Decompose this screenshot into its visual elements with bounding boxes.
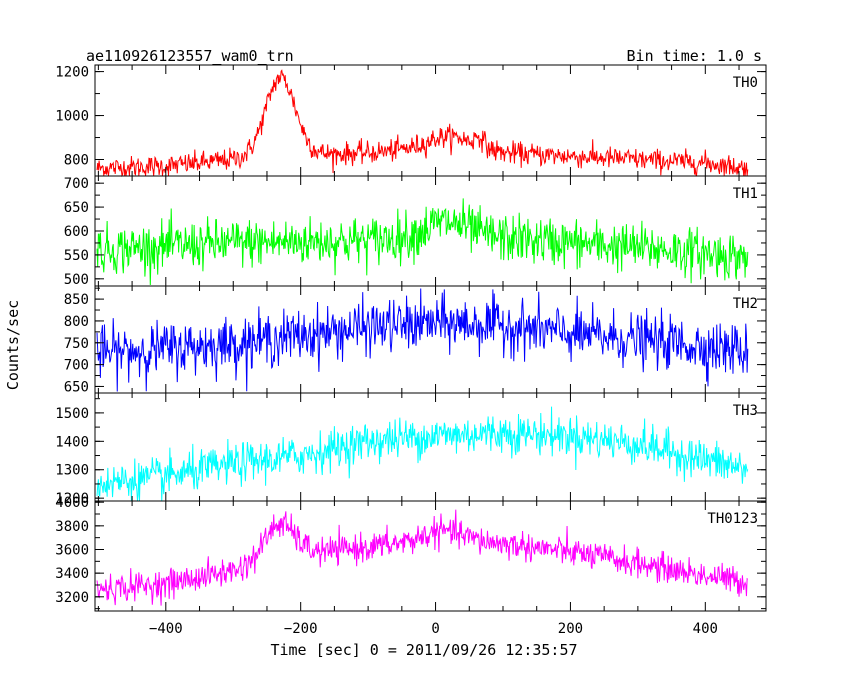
y-axis-label: Counts/sec: [4, 300, 22, 390]
y-tick-label: 850: [64, 292, 89, 308]
series-line-th3: [96, 406, 749, 501]
panel-name-th0: TH0: [733, 75, 758, 91]
y-tick-label: 650: [64, 200, 89, 216]
x-tick-label: 0: [431, 621, 439, 637]
y-tick-label: 3400: [55, 566, 89, 582]
y-tick-label: 3200: [55, 590, 89, 606]
panel-th0: 800 1000 1200 TH0: [55, 64, 767, 178]
series-line-th1: [96, 198, 749, 286]
y-tick-label: 1200: [55, 491, 89, 507]
y-tick-label: 650: [64, 379, 89, 395]
panel-frame: [94, 285, 767, 394]
x-axis: −400 −200 0 200 400: [149, 621, 718, 637]
x-axis-label: Time [sec] 0 = 2011/09/26 12:35:57: [270, 641, 577, 659]
y-tick-label: 4000: [55, 495, 89, 511]
y-tick-label: 1200: [55, 65, 89, 81]
y-tick-label: 1500: [55, 406, 89, 422]
header-bin-time: Bin time: 1.0 s: [627, 47, 762, 65]
y-tick-label: 700: [64, 176, 89, 192]
panel-th2: 650 700 750 800 850 TH2: [64, 285, 767, 395]
panel-frame: [94, 500, 767, 612]
y-tick-label: 1400: [55, 434, 89, 450]
y-tick-label: 1000: [55, 109, 89, 125]
header-source-id: ae110926123557_wam0_trn: [86, 47, 294, 65]
x-tick-label: −400: [149, 621, 183, 637]
y-tick-label: 750: [64, 336, 89, 352]
y-tick-label: 1300: [55, 463, 89, 479]
series-line-th0123: [96, 509, 749, 606]
y-tick-label: 700: [64, 358, 89, 374]
x-tick-label: 200: [558, 621, 583, 637]
y-tick-label: 500: [64, 272, 89, 288]
panel-name-th2: TH2: [733, 296, 758, 312]
series-line-th2: [96, 288, 749, 392]
x-tick-label: 400: [693, 621, 718, 637]
y-tick-label: 3600: [55, 542, 89, 558]
panel-name-th1: TH1: [733, 186, 758, 202]
panel-th1: 500 550 600 650 700 TH1: [64, 175, 767, 288]
panel-name-th0123: TH0123: [707, 511, 758, 527]
y-tick-label: 800: [64, 153, 89, 169]
y-tick-label: 600: [64, 224, 89, 240]
panel-th0123: 3200 3400 3600 3800 4000 TH0123: [55, 495, 767, 612]
y-tick-label: 3800: [55, 519, 89, 535]
y-tick-label: 800: [64, 314, 89, 330]
x-tick-label: −200: [284, 621, 318, 637]
series-line-th0: [96, 69, 749, 178]
panel-name-th3: TH3: [733, 403, 758, 419]
panel-th3: 1200 1300 1400 1500 TH3: [55, 392, 767, 507]
y-tick-label: 550: [64, 248, 89, 264]
panels-group: 800 1000 1200 TH0 500 550 600 650 700 TH1 650 700 75…: [55, 64, 767, 612]
